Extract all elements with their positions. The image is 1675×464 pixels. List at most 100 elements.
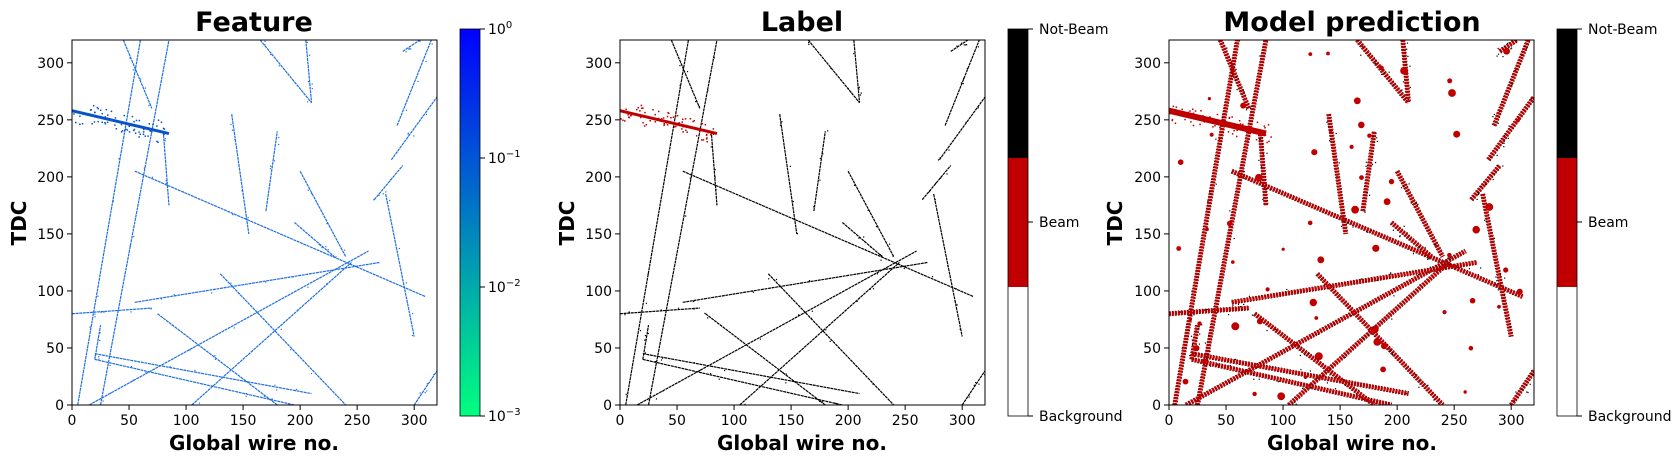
beam-cluster-hit [689, 118, 692, 120]
hit-speckle [1503, 146, 1505, 148]
hit-speckle [295, 388, 298, 391]
hit-speckle [1388, 71, 1390, 73]
prediction-blob [1231, 322, 1240, 331]
hit-speckle [173, 294, 175, 296]
hit-speckle [94, 316, 96, 318]
track [373, 165, 404, 201]
prediction-blob [1193, 345, 1200, 352]
hit-speckle [1204, 342, 1206, 344]
beam-cluster-hit [105, 108, 108, 111]
hit-speckle [1221, 117, 1223, 119]
beam-cluster-hit [1179, 114, 1181, 117]
beam-cluster-hit [682, 131, 684, 133]
hit-speckle [1389, 348, 1391, 350]
hit-speckle [1383, 72, 1385, 74]
hit-speckle [1408, 183, 1410, 185]
beam-cluster-hit [644, 116, 647, 118]
hit-speckle [863, 236, 865, 238]
hit-speckle [1260, 166, 1263, 168]
beam-cluster-hit [138, 136, 140, 138]
track [1390, 220, 1433, 259]
hit-speckle [94, 313, 96, 315]
hit-speckle [335, 256, 337, 258]
hit-speckle [686, 71, 689, 73]
hit-speckle [410, 48, 412, 50]
beam-cluster-hit [631, 112, 633, 114]
track [1218, 40, 1251, 110]
hit-speckle [241, 190, 243, 192]
hit-speckle [876, 273, 878, 275]
beam-cluster-hit [706, 137, 708, 139]
track [767, 273, 895, 405]
hit-speckle [1392, 84, 1394, 86]
hit-speckle [1527, 391, 1529, 394]
hit-speckle [1195, 330, 1198, 332]
hit-speckle [628, 311, 630, 313]
hit-speckle [1336, 176, 1338, 178]
hit-speckle [1215, 138, 1217, 140]
hit-speckle [768, 278, 770, 280]
hit-speckle [1310, 386, 1312, 389]
track [620, 307, 700, 315]
hit-speckle [1403, 225, 1405, 227]
hit-speckle [796, 233, 799, 235]
track [191, 261, 352, 405]
hit-speckle [1226, 47, 1228, 49]
hit-speckle [1329, 140, 1331, 142]
hit-speckle [164, 138, 166, 140]
beam-cluster-hit [1264, 134, 1267, 136]
hit-speckle [405, 282, 407, 284]
beam-cluster-hit [686, 131, 688, 133]
beam-cluster-hit [1184, 118, 1186, 121]
beam-cluster-core [72, 109, 170, 135]
hit-speckle [714, 169, 716, 171]
hit-speckle [1345, 384, 1347, 386]
colorbar-segment-not-beam [1008, 29, 1028, 158]
beam-cluster-hit [681, 128, 683, 130]
hit-speckle [1409, 65, 1411, 67]
hit-speckle [1418, 386, 1420, 388]
beam-cluster-hit [645, 123, 648, 126]
hit-speckle [1374, 62, 1376, 65]
hit-speckle [1495, 276, 1497, 278]
hit-speckle [1252, 372, 1255, 374]
hit-speckle [1243, 303, 1245, 305]
hit-speckle [1251, 314, 1253, 316]
track [642, 353, 860, 395]
hit-speckle [1352, 226, 1354, 228]
svg-text:10−2: 10−2 [488, 278, 521, 296]
beam-cluster-hit [1196, 116, 1198, 119]
beam-cluster-hit [1238, 120, 1241, 122]
hit-speckle [1526, 384, 1528, 386]
hit-speckle [319, 244, 321, 247]
hit-speckle [408, 47, 410, 50]
prediction-blob [1359, 175, 1364, 181]
hit-speckle [1265, 189, 1267, 191]
hit-speckle [99, 332, 101, 334]
beam-cluster-hit [673, 126, 676, 128]
beam-cluster-hit [710, 134, 712, 136]
beam-cluster-hit [101, 121, 103, 123]
beam-cluster-hit [114, 117, 117, 119]
hit-speckle [624, 314, 626, 316]
hit-speckle [1497, 289, 1499, 291]
hit-speckle [1449, 257, 1451, 259]
colorbar-tick-0.001: 10−3 [480, 407, 521, 425]
beam-cluster-hit [1174, 109, 1177, 111]
hit-speckle [1340, 225, 1343, 227]
prediction-blob [1188, 318, 1192, 322]
hit-speckle [389, 199, 391, 202]
hit-speckle [1511, 47, 1513, 49]
track [265, 131, 278, 212]
beam-cluster-hit [143, 128, 145, 131]
hit-speckle [194, 369, 196, 372]
beam-cluster-hit [1209, 117, 1211, 119]
beam-cluster-hit [1192, 108, 1194, 110]
beam-cluster-hit [1256, 121, 1259, 124]
hit-speckle [782, 371, 784, 374]
x-tick-label: 150 [1327, 413, 1354, 429]
beam-cluster-hit [1263, 125, 1266, 127]
beam-cluster-hit [68, 104, 70, 106]
prediction-blob [1472, 225, 1480, 234]
beam-cluster-hit [1200, 110, 1202, 112]
